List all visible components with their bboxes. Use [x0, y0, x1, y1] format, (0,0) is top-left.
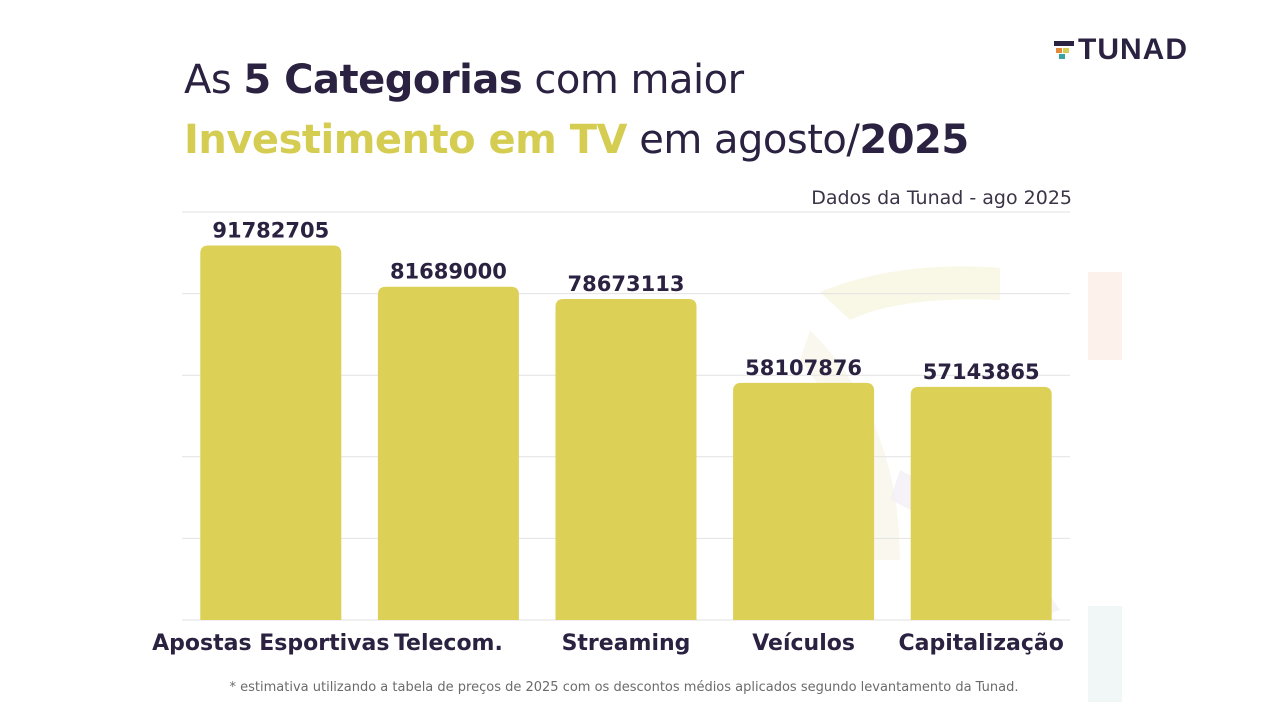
- title-part-3: com maior: [522, 57, 744, 103]
- bar: [733, 382, 875, 620]
- data-label: 58107876: [745, 356, 862, 380]
- bar: [200, 245, 342, 621]
- data-label: 78673113: [568, 272, 685, 296]
- bar: [555, 299, 697, 620]
- category-label: Veículos: [752, 631, 855, 656]
- source-note: Dados da Tunad - ago 2025: [811, 187, 1072, 209]
- title-highlight: Investimento em TV: [184, 117, 628, 163]
- tunad-logo: TUNAD: [1054, 34, 1188, 66]
- category-label: Streaming: [562, 631, 691, 656]
- data-label: 91782705: [212, 219, 329, 243]
- bar: [377, 286, 519, 620]
- category-label: Telecom.: [394, 631, 503, 656]
- footnote: * estimativa utilizando a tabela de preç…: [229, 680, 1019, 695]
- title-part-2: 5 Categorias: [243, 57, 523, 103]
- data-label: 57143865: [923, 360, 1040, 384]
- data-label: 81689000: [390, 260, 507, 284]
- category-label: Capitalização: [899, 631, 1064, 656]
- page-title: As 5 Categorias com maior Investimento e…: [184, 50, 969, 170]
- category-label: Apostas Esportivas: [152, 631, 389, 656]
- title-part-1: As: [184, 57, 244, 103]
- tunad-logo-text: TUNAD: [1078, 33, 1188, 66]
- tunad-logo-icon: [1054, 41, 1074, 59]
- title-part-5: em agosto/: [627, 117, 860, 163]
- title-year: 2025: [859, 117, 969, 163]
- bar: [910, 386, 1052, 620]
